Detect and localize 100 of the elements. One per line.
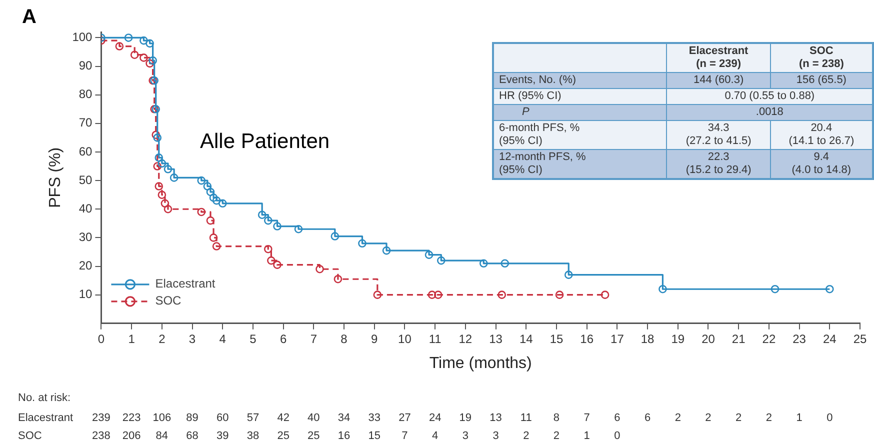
- annotation: 144 (60.3): [666, 72, 770, 88]
- annotation: HR (95% CI): [493, 88, 667, 104]
- point: [500, 259, 510, 268]
- text: No. at risk:: [18, 392, 71, 404]
- point: [294, 224, 303, 234]
- point: [373, 290, 382, 299]
- annotation: Elacestrant (n = 239): [666, 43, 770, 72]
- point: [206, 188, 215, 196]
- x-tick-label: 4: [219, 332, 226, 346]
- point: [264, 216, 272, 225]
- y-tick-label: 10: [78, 287, 93, 302]
- y-tick-label: 40: [78, 201, 93, 216]
- x-tick-label: 8: [340, 332, 348, 346]
- y-tick-label: 20: [78, 258, 93, 273]
- point: [218, 199, 227, 208]
- point: [154, 154, 164, 162]
- annotation: 0.70 (0.55 to 0.88): [666, 88, 873, 104]
- x-tick-label: 23: [792, 332, 806, 346]
- x-tick-label: 22: [762, 332, 776, 346]
- point: [658, 284, 667, 294]
- annotation: SOC (n = 238): [770, 43, 873, 72]
- x-tick-label: 2: [158, 332, 166, 346]
- point: [206, 216, 215, 225]
- x-tick-label: 19: [671, 332, 685, 346]
- y-tick-label: 70: [78, 116, 93, 130]
- point: [267, 256, 276, 265]
- point: [316, 264, 324, 274]
- annotation: Alle Patienten: [200, 130, 330, 154]
- point: [555, 290, 564, 299]
- x-tick-label: 7: [310, 332, 318, 346]
- x-tick-label: 12: [458, 332, 472, 346]
- point: [209, 234, 218, 242]
- x-tick-label: 21: [732, 332, 746, 346]
- point: [197, 208, 206, 216]
- point: [264, 244, 272, 254]
- x-tick-label: 25: [853, 332, 867, 346]
- text: SOC 238 206 84 68 39 38 25 25 16 15 7 4 3 3 2 2 1 0: [18, 430, 620, 442]
- x-tick-label: 20: [702, 332, 716, 346]
- y-tick-label: 90: [78, 58, 93, 73]
- x-tick-label: 24: [822, 332, 837, 346]
- x-tick-label: 5: [250, 332, 257, 346]
- annotation: 34.3 (27.2 to 41.5): [666, 120, 770, 150]
- point: [434, 290, 442, 299]
- x-axis-title: Time (months): [429, 354, 532, 372]
- point: [146, 59, 154, 68]
- x-tick-label: 11: [428, 332, 442, 346]
- point: [209, 194, 218, 202]
- x-tick-label: 0: [98, 332, 105, 346]
- point: [498, 290, 506, 299]
- x-tick-label: 15: [550, 332, 564, 346]
- point: [140, 54, 148, 62]
- annotation: 20.4 (14.1 to 26.7): [770, 120, 873, 150]
- point: [564, 270, 573, 279]
- point: [146, 39, 154, 48]
- point: [124, 34, 133, 42]
- point: [212, 242, 221, 250]
- annotation: 9.4 (4.0 to 14.8): [770, 150, 873, 179]
- point: [115, 42, 124, 50]
- point: [153, 134, 162, 142]
- point: [428, 290, 436, 299]
- point: [600, 290, 610, 299]
- point: [330, 232, 340, 240]
- point: [164, 204, 172, 214]
- annotation: 22.3 (15.2 to 29.4): [666, 150, 770, 179]
- x-tick-label: 14: [519, 332, 534, 346]
- point: [212, 196, 221, 205]
- point: [154, 182, 164, 190]
- point: [153, 162, 162, 170]
- x-tick-label: 16: [580, 332, 594, 346]
- x-tick-label: 18: [640, 332, 655, 346]
- point: [148, 56, 157, 65]
- annotation: 6-month PFS, % (95% CI): [493, 120, 667, 150]
- x-tick-label: 17: [610, 332, 624, 346]
- point: [382, 246, 391, 255]
- text: Elacestrant 239 223 106 89 60 57 42 40 34 33 27 24 19 13 11 8 7 6 6 2 2 2 2 1 0: [18, 412, 833, 424]
- y-tick-label: 100: [72, 30, 93, 44]
- y-tick-label: 30: [78, 230, 93, 244]
- x-tick-label: 1: [128, 332, 136, 346]
- x-tick-label: 13: [489, 332, 503, 346]
- point: [158, 190, 166, 199]
- point: [258, 210, 266, 219]
- text: A: [22, 6, 36, 29]
- point: [424, 250, 434, 259]
- point: [140, 36, 148, 45]
- y-tick-label: 80: [78, 87, 93, 102]
- point: [152, 130, 160, 139]
- annotation: 12-month PFS, % (95% CI): [493, 150, 667, 179]
- point: [334, 274, 342, 284]
- point: [826, 284, 834, 294]
- legend-label: SOC: [155, 294, 182, 308]
- point: [197, 176, 206, 185]
- point: [170, 174, 178, 182]
- point: [358, 239, 366, 248]
- x-tick-label: 9: [371, 332, 378, 346]
- point: [203, 182, 212, 190]
- point: [437, 256, 446, 265]
- point: [273, 222, 282, 230]
- annotation: Events, No. (%): [493, 72, 667, 88]
- point: [479, 259, 488, 268]
- point: [770, 284, 780, 294]
